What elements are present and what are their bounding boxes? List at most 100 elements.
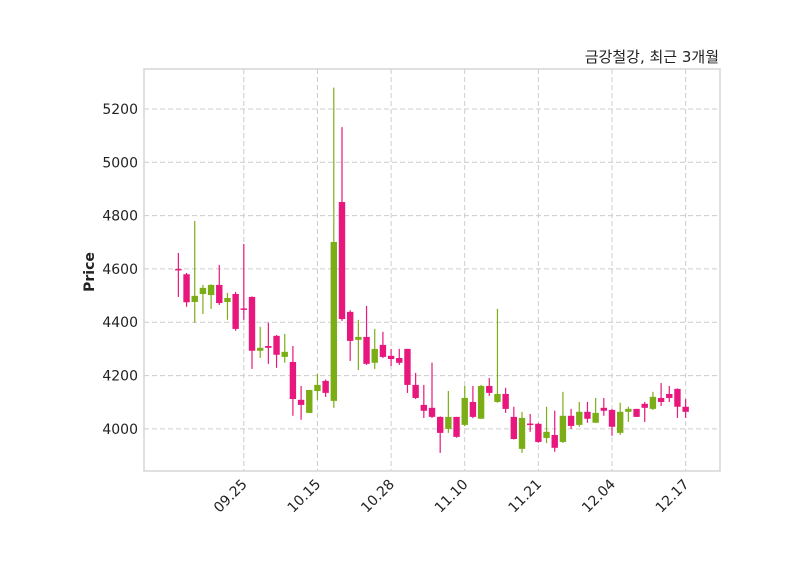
- candle-up: [625, 406, 632, 422]
- candle-body: [600, 407, 608, 411]
- candle-body: [477, 385, 485, 419]
- candle-down: [551, 410, 558, 452]
- candle-body: [396, 357, 403, 363]
- candle-down: [453, 416, 460, 438]
- candle-body: [682, 406, 689, 412]
- candle-body: [412, 384, 419, 398]
- candle-body: [584, 411, 591, 419]
- candle-body: [649, 396, 657, 409]
- candle-body: [551, 435, 558, 448]
- candle-up: [559, 391, 567, 444]
- candle-body: [314, 384, 321, 392]
- candle-up: [576, 401, 583, 427]
- candle-body: [240, 308, 248, 310]
- candle-down: [297, 385, 305, 420]
- x-tick-label: 12.17: [653, 477, 693, 517]
- candle-down: [666, 385, 673, 402]
- candle-body: [297, 399, 305, 405]
- candle-down: [608, 408, 616, 436]
- candle-body: [363, 336, 370, 364]
- candle-down: [363, 305, 370, 365]
- candle-up: [494, 308, 501, 403]
- candle-up: [649, 391, 657, 410]
- candle-body: [535, 423, 542, 442]
- candle-body: [674, 388, 681, 407]
- candle-body: [641, 403, 648, 408]
- x-tick-label: 11.10: [432, 477, 472, 517]
- candle-body: [486, 385, 493, 393]
- candle-body: [379, 344, 387, 357]
- axis-ticks: 4000 4200 4400 4600 4800 5000 5200 09.25 10.15 10…: [102, 102, 692, 516]
- candle-body: [567, 415, 575, 426]
- candle-up: [306, 389, 313, 413]
- candle-down: [265, 322, 272, 364]
- candle-up: [461, 385, 468, 427]
- candle-body: [191, 295, 198, 302]
- candle-up: [616, 402, 624, 436]
- y-tick-label: 4400: [102, 315, 138, 331]
- candle-down: [420, 384, 428, 418]
- candle-down: [657, 383, 665, 406]
- candle-body: [469, 401, 477, 417]
- candle-body: [428, 407, 436, 417]
- candle-body: [616, 411, 624, 433]
- candle-down: [567, 408, 575, 429]
- grid: [144, 69, 720, 471]
- x-tick-label: 11.21: [506, 477, 546, 517]
- candle-down: [674, 388, 681, 418]
- x-tick-label: 10.28: [358, 477, 398, 517]
- x-tick-label: 09.25: [211, 477, 251, 517]
- candle-body: [502, 393, 509, 409]
- candle-up: [256, 326, 264, 358]
- candle-down: [510, 406, 518, 440]
- y-axis-label: Price: [82, 252, 98, 292]
- candle-up: [199, 284, 207, 314]
- candle-down: [412, 372, 419, 400]
- candle-body: [518, 417, 526, 449]
- candle-down: [175, 252, 182, 297]
- candle-body: [494, 393, 501, 402]
- candle-body: [387, 355, 395, 360]
- candle-body: [330, 242, 338, 401]
- candle-down: [469, 385, 477, 419]
- candle-body: [355, 336, 362, 340]
- candle-body: [322, 380, 329, 393]
- candle-up: [543, 406, 550, 444]
- candle-body: [265, 345, 272, 348]
- candle-down: [682, 399, 689, 418]
- candle-down: [486, 377, 493, 396]
- candle-body: [559, 415, 567, 442]
- plot-frame: [143, 68, 721, 472]
- candle-body: [543, 431, 550, 438]
- candle-body: [338, 202, 346, 320]
- candle-body: [657, 397, 665, 402]
- candle-body: [175, 268, 182, 271]
- candle-body: [256, 347, 264, 351]
- candle-body: [436, 416, 444, 433]
- candle-body: [526, 423, 534, 426]
- candle-down: [379, 331, 387, 358]
- x-tick-label: 10.15: [285, 477, 325, 517]
- y-tick-label: 4200: [102, 369, 138, 385]
- y-tick-label: 5000: [102, 155, 138, 171]
- y-tick-label: 4600: [102, 262, 138, 278]
- candle-down: [232, 291, 239, 331]
- candle-down: [535, 423, 542, 443]
- candle-up: [281, 333, 288, 363]
- candle-body: [346, 311, 354, 341]
- candle-up: [314, 373, 321, 400]
- candle-down: [338, 127, 346, 321]
- candle-body: [608, 409, 616, 427]
- candle-down: [322, 379, 329, 397]
- candle-down: [633, 408, 640, 417]
- candle-body: [183, 274, 190, 303]
- y-tick-label: 5200: [102, 102, 138, 118]
- candle-body: [404, 348, 411, 385]
- candle-body: [625, 408, 632, 412]
- candle-down: [428, 362, 436, 418]
- candle-down: [436, 416, 444, 453]
- candle-body: [289, 361, 297, 400]
- candle-body: [199, 287, 207, 294]
- candle-body: [420, 404, 428, 411]
